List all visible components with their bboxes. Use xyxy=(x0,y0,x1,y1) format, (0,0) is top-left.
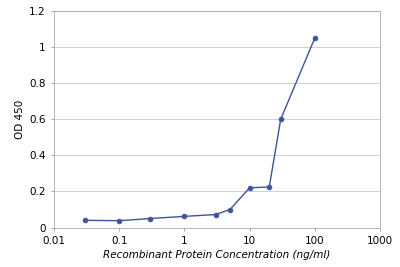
Y-axis label: OD 450: OD 450 xyxy=(15,100,25,139)
X-axis label: Recombinant Protein Concentration (ng/ml): Recombinant Protein Concentration (ng/ml… xyxy=(104,250,331,260)
